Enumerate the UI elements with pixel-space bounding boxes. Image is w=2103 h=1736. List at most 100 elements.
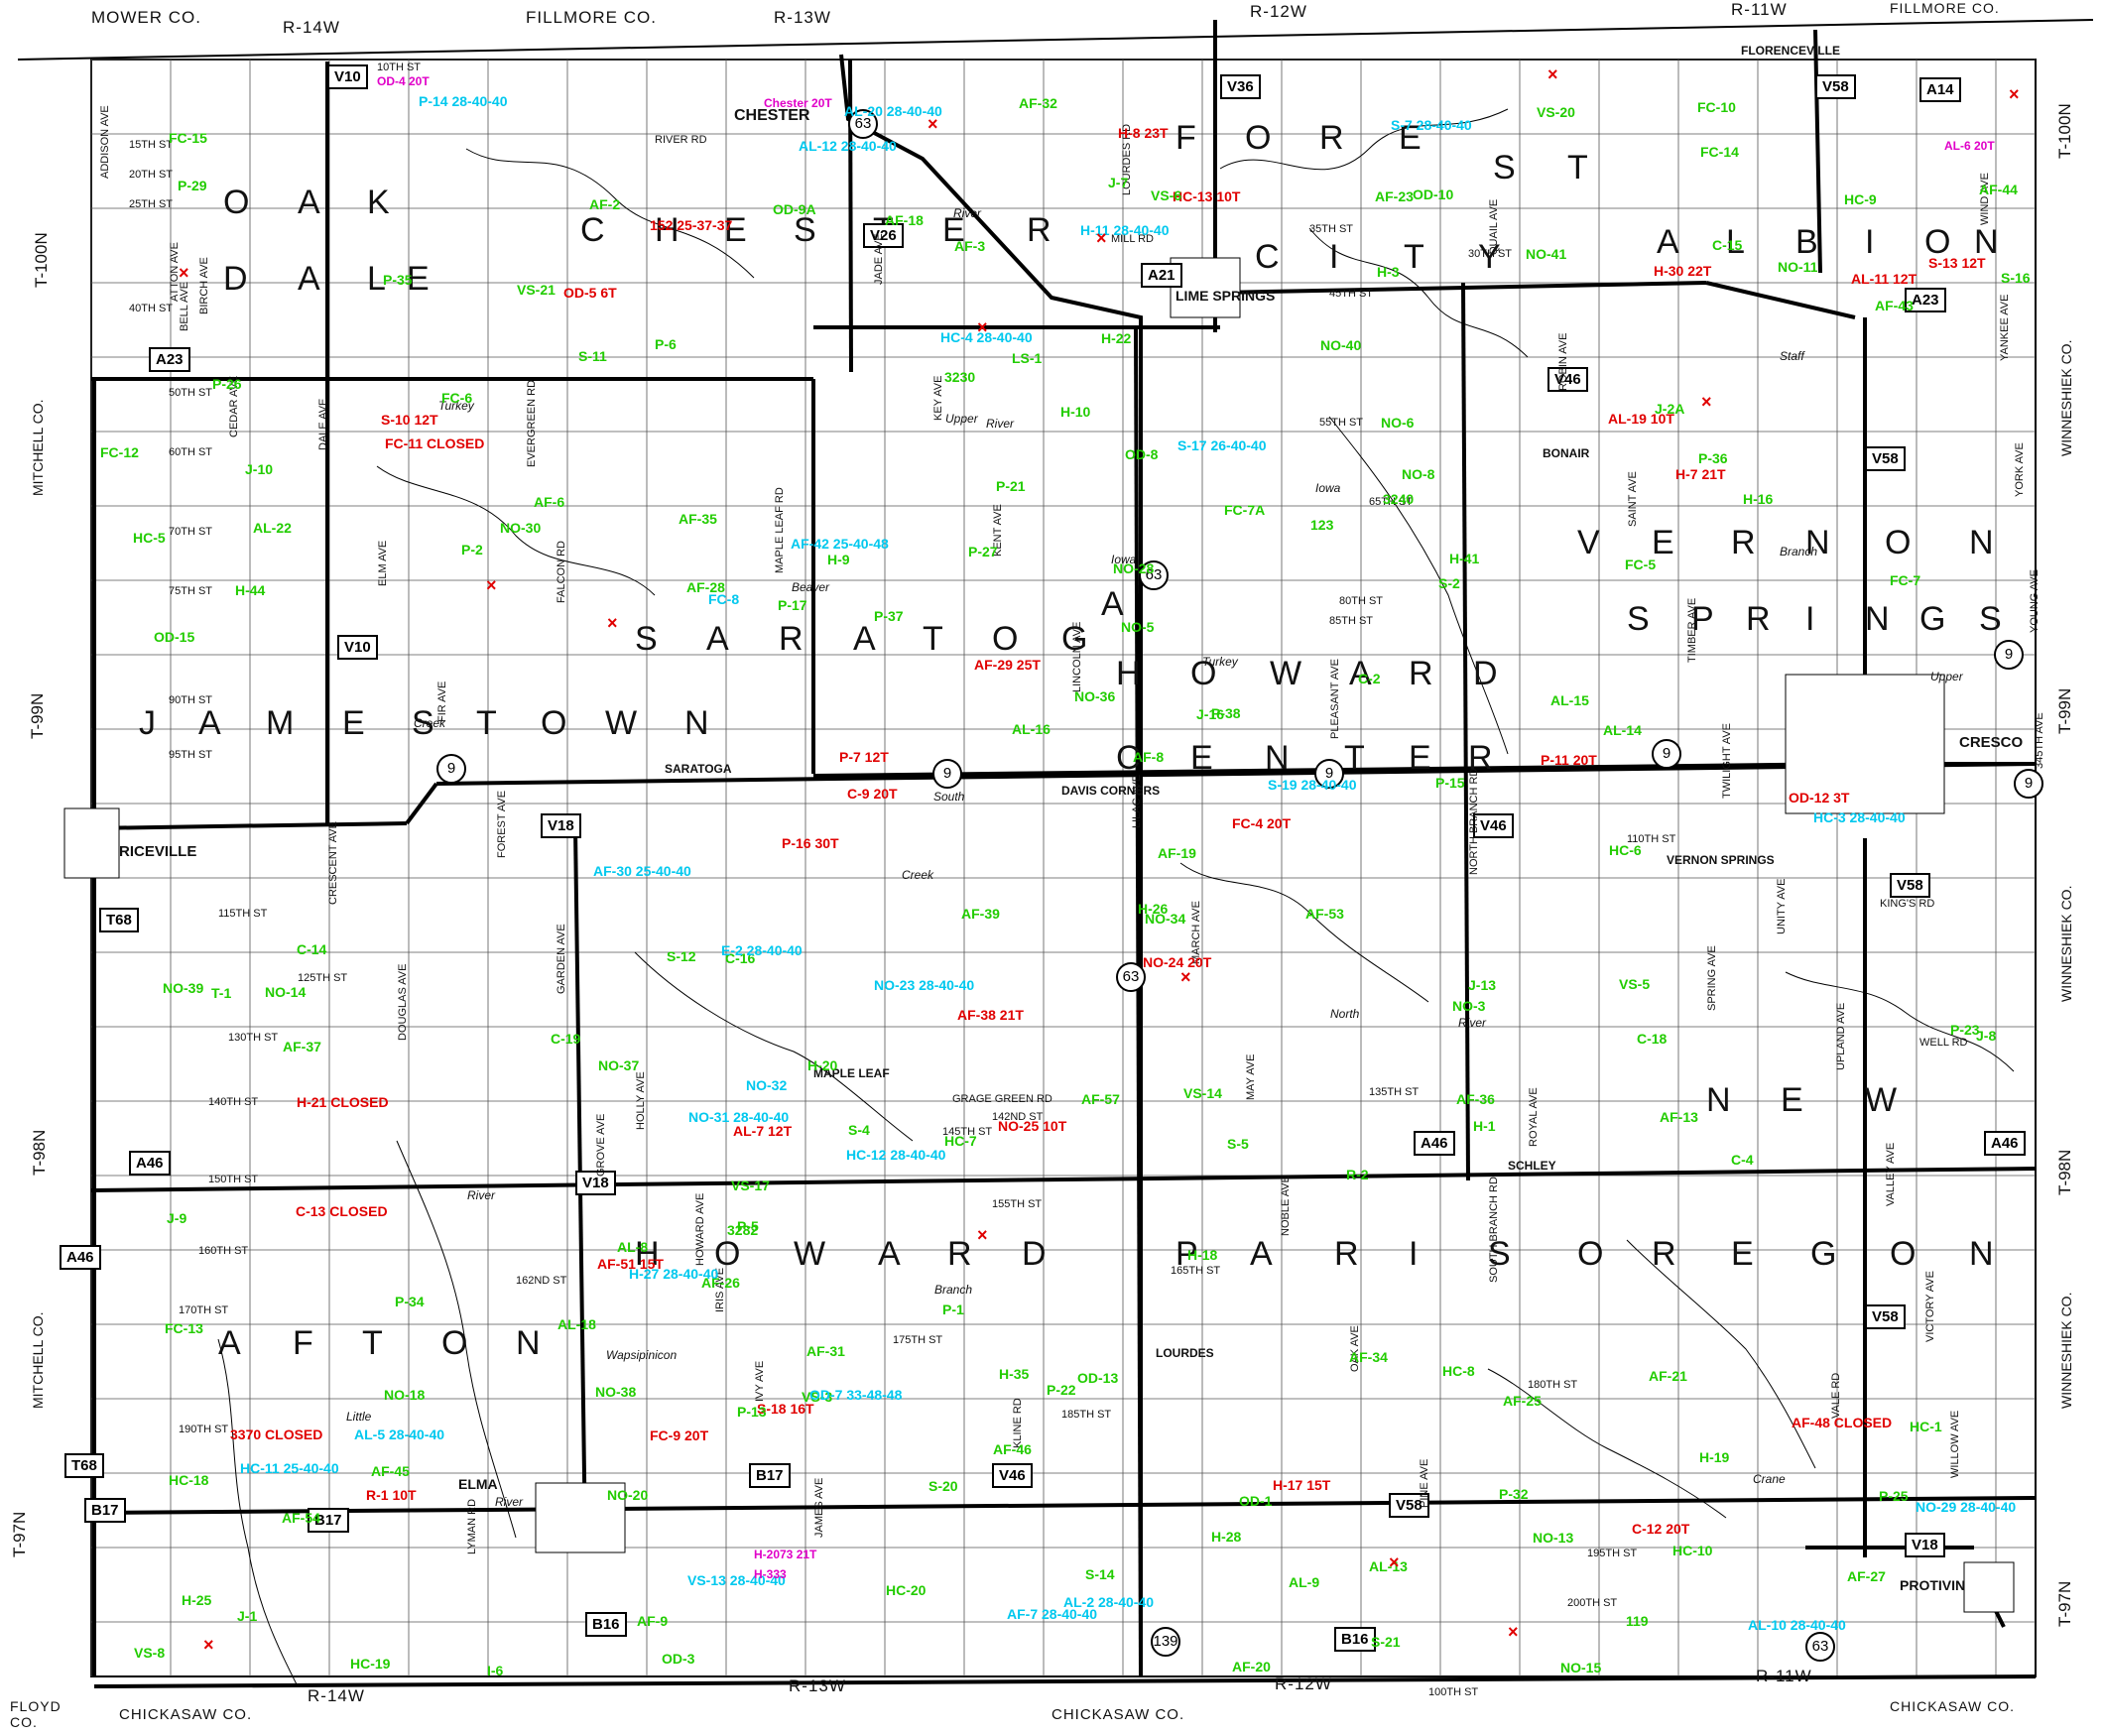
street-label: RIVER RD (655, 134, 707, 146)
posting-label: H-27 28-40-40 (629, 1266, 719, 1282)
twp-howardctr-e2: E (1409, 739, 1431, 777)
avenue-label: WILLOW AVE (1949, 1410, 1961, 1478)
closure-marker-icon: × (486, 575, 497, 595)
bridge-label: NO-13 (1533, 1530, 1574, 1546)
note-label: H-333 (754, 1567, 787, 1581)
bridge-label: 123 (1310, 517, 1334, 533)
twp-albion-o: O (1924, 223, 1951, 261)
closure-label: 3370 CLOSED (230, 1426, 323, 1442)
avenue-label: VALLEY AVE (1885, 1142, 1897, 1206)
twp-jamestown-m: M (266, 704, 295, 742)
mower-co-label: MOWER CO. (91, 8, 201, 27)
posting-label: HC-11 25-40-40 (240, 1460, 339, 1476)
fillmore-co-2-label: FILLMORE CO. (1890, 0, 2000, 16)
closure-label: C-9 20T (847, 786, 898, 802)
route-shield-v58: V58 (1815, 74, 1856, 99)
water-label: Turkey (438, 399, 474, 413)
street-label: KING'S RD (1880, 898, 1935, 910)
twp-howardctr-c: C (1116, 739, 1141, 777)
twp-paris-i: I (1409, 1235, 1419, 1273)
route-shield-v18: V18 (541, 813, 581, 838)
twp-afton-n: N (516, 1324, 541, 1362)
bridge-label: NO-18 (384, 1387, 426, 1403)
bridge-label: S-21 (1371, 1634, 1401, 1650)
bridge-label: H-1 (1473, 1118, 1496, 1134)
twp-vernon-r: R (1731, 524, 1756, 561)
avenue-label: LILAC AVE (1131, 774, 1143, 828)
closure-label: R-1 10T (366, 1487, 417, 1503)
twp-albion-i: I (1865, 223, 1875, 261)
bridge-label: P-36 (1698, 450, 1728, 466)
street-label: 40TH ST (129, 303, 174, 314)
winneshiek-co-1-label: WINNESHIEK CO. (2058, 339, 2074, 456)
t100n-right-label: T-100N (2055, 103, 2074, 159)
bridge-label: VS-17 (731, 1178, 770, 1193)
bridge-label: J-13 (1468, 977, 1497, 993)
street-label: MILL RD (1111, 233, 1154, 245)
avenue-label: UNITY AVE (1776, 878, 1788, 934)
bridge-label: AF-46 (993, 1441, 1032, 1457)
bridge-label: VS-5 (1619, 976, 1651, 992)
route-shield-v10: V10 (327, 64, 368, 89)
bridge-label: C-14 (297, 941, 327, 957)
avenue-label: SPRING AVE (1706, 945, 1718, 1011)
twp-forest-f: F (1175, 119, 1196, 157)
street-label: 162ND ST (516, 1275, 567, 1287)
twp-chester-r: R (1027, 211, 1052, 249)
posting-label: AF-30 25-40-40 (593, 863, 691, 879)
bridge-label: H-20 (807, 1057, 838, 1073)
street-label: 185TH ST (1061, 1409, 1112, 1421)
twp-vernon-p: P (1691, 600, 1714, 638)
posting-label: NO-23 28-40-40 (874, 977, 975, 993)
route-shield-a23: A23 (1905, 288, 1946, 312)
street-label: 95TH ST (169, 749, 213, 761)
bridge-label: 3230 (944, 369, 976, 385)
chickasaw-co-3-label: CHICKASAW CO. (1890, 1698, 2016, 1714)
water-label: Turkey (1202, 655, 1238, 669)
bridge-label: FC-13 (165, 1320, 203, 1336)
bridge-label: LS-1 (1012, 350, 1043, 366)
town-riceville: RICEVILLE (119, 843, 197, 860)
closure-marker-icon: × (928, 114, 938, 134)
bridge-label: HC-10 (1672, 1543, 1713, 1558)
bridge-label: P-34 (395, 1294, 425, 1309)
route-shield-63: 63 (1139, 560, 1169, 590)
twp-howard-d: D (1022, 1235, 1047, 1273)
street-label: 195TH ST (1587, 1548, 1638, 1559)
twp-vernon-v: V (1577, 524, 1600, 561)
bridge-label: J-2A (1655, 401, 1685, 417)
street-label: 155TH ST (992, 1198, 1043, 1210)
bridge-label: 119 (1626, 1613, 1649, 1629)
street-label: GRAGE GREEN RD (952, 1093, 1052, 1105)
route-shield-v10: V10 (337, 635, 378, 660)
town-schley: SCHLEY (1508, 1159, 1556, 1173)
avenue-label: SOUTH BRANCH RD (1488, 1177, 1500, 1283)
posting-label: NO-31 28-40-40 (688, 1109, 790, 1125)
posting-label: AF-42 25-40-48 (791, 536, 889, 552)
bridge-label: FC-15 (169, 130, 207, 146)
posting-label: HC-12 28-40-40 (846, 1147, 946, 1163)
posting-label: H-11 28-40-40 (1080, 222, 1170, 238)
street-label: 35TH ST (1309, 223, 1354, 235)
bridge-label: AF-35 (679, 511, 717, 527)
street-label: 45TH ST (1329, 288, 1374, 300)
bridge-label: J-8 (1976, 1028, 1997, 1044)
posting-label: E-2 28-40-40 (721, 942, 803, 958)
water-label: Crane (1753, 1472, 1786, 1486)
twp-howardctr-n: N (1265, 739, 1290, 777)
twp-jamestown-s: S (412, 704, 434, 742)
closure-marker-icon: × (977, 1225, 988, 1245)
r12w-bottom-label: R-12W (1275, 1674, 1332, 1693)
bridge-label: AF-53 (1305, 906, 1344, 922)
bridge-label: C-2 (1358, 671, 1381, 686)
posting-label: HC-3 28-40-40 (1813, 809, 1906, 825)
closure-label: P-16 30T (782, 835, 839, 851)
twp-howardctr-h: H (1116, 655, 1141, 692)
bridge-label: C-4 (1731, 1152, 1754, 1168)
avenue-label: VALE RD (1830, 1372, 1842, 1419)
twp-afton-a: A (218, 1324, 241, 1362)
bridge-label: NO-5 (1121, 619, 1155, 635)
bridge-label: HC-8 (1442, 1363, 1475, 1379)
r13w-top-label: R-13W (774, 8, 831, 27)
